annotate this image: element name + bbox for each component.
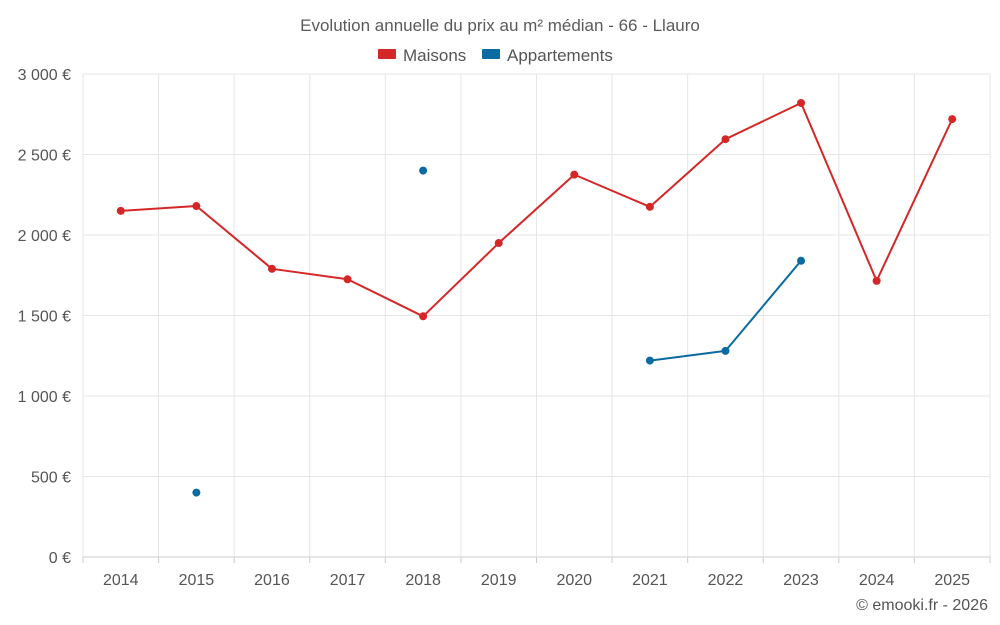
y-tick-label: 2 500 € bbox=[18, 148, 71, 165]
grid bbox=[82, 73, 991, 558]
data-point-maisons[interactable] bbox=[872, 276, 881, 285]
legend-item-maisons[interactable]: Maisons bbox=[378, 46, 466, 65]
data-point-maisons[interactable] bbox=[721, 135, 730, 144]
x-tick-label: 2024 bbox=[859, 572, 895, 589]
data-point-appartements[interactable] bbox=[419, 166, 428, 175]
y-tick-label: 0 € bbox=[49, 550, 71, 567]
data-point-maisons[interactable] bbox=[267, 264, 276, 273]
x-tick-label: 2014 bbox=[103, 572, 139, 589]
legend-label-appartements: Appartements bbox=[507, 46, 613, 65]
x-tick-label: 2016 bbox=[254, 572, 290, 589]
x-tick-label: 2025 bbox=[934, 572, 970, 589]
series-line-maisons bbox=[120, 101, 954, 318]
data-point-maisons[interactable] bbox=[343, 275, 352, 284]
y-tick-label: 2 000 € bbox=[18, 228, 71, 245]
x-tick-label: 2021 bbox=[632, 572, 668, 589]
x-tick-label: 2022 bbox=[708, 572, 744, 589]
legend-item-appartements[interactable]: Appartements bbox=[482, 46, 613, 65]
data-point-maisons[interactable] bbox=[645, 202, 654, 211]
data-point-maisons[interactable] bbox=[419, 312, 428, 321]
y-tick-label: 500 € bbox=[31, 470, 71, 487]
data-point-maisons[interactable] bbox=[797, 98, 806, 107]
data-point-appartements[interactable] bbox=[797, 256, 806, 265]
data-point-appartements[interactable] bbox=[645, 356, 654, 365]
data-point-maisons[interactable] bbox=[192, 202, 201, 211]
legend[interactable]: Maisons Appartements bbox=[378, 46, 613, 65]
series-line-appartements bbox=[649, 260, 802, 362]
data-point-maisons[interactable] bbox=[570, 170, 579, 179]
x-tick-label: 2015 bbox=[179, 572, 215, 589]
legend-swatch-appartements bbox=[482, 49, 500, 59]
data-point-maisons[interactable] bbox=[948, 115, 957, 124]
y-tick-label: 1 500 € bbox=[18, 309, 71, 326]
axes: 0 € 500 € 1 000 € 1 500 € 2 000 € 2 500 € 3 00… bbox=[18, 67, 991, 589]
x-tick-label: 2023 bbox=[783, 572, 819, 589]
x-tick-label: 2019 bbox=[481, 572, 517, 589]
data-point-appartements[interactable] bbox=[192, 488, 201, 497]
data-point-appartements[interactable] bbox=[721, 346, 730, 355]
chart-title: Evolution annuelle du prix au m² médian … bbox=[300, 16, 700, 35]
y-tick-label: 3 000 € bbox=[18, 67, 71, 84]
y-tick-label: 1 000 € bbox=[18, 389, 71, 406]
x-tick-label: 2018 bbox=[405, 572, 441, 589]
credit-text: © emooki.fr - 2026 bbox=[856, 597, 988, 614]
data-point-maisons[interactable] bbox=[494, 239, 503, 248]
x-tick-label: 2020 bbox=[556, 572, 592, 589]
data-point-maisons[interactable] bbox=[116, 206, 125, 215]
legend-swatch-maisons bbox=[378, 49, 396, 59]
legend-label-maisons: Maisons bbox=[403, 46, 466, 65]
x-tick-label: 2017 bbox=[330, 572, 366, 589]
plot-area bbox=[116, 98, 957, 497]
